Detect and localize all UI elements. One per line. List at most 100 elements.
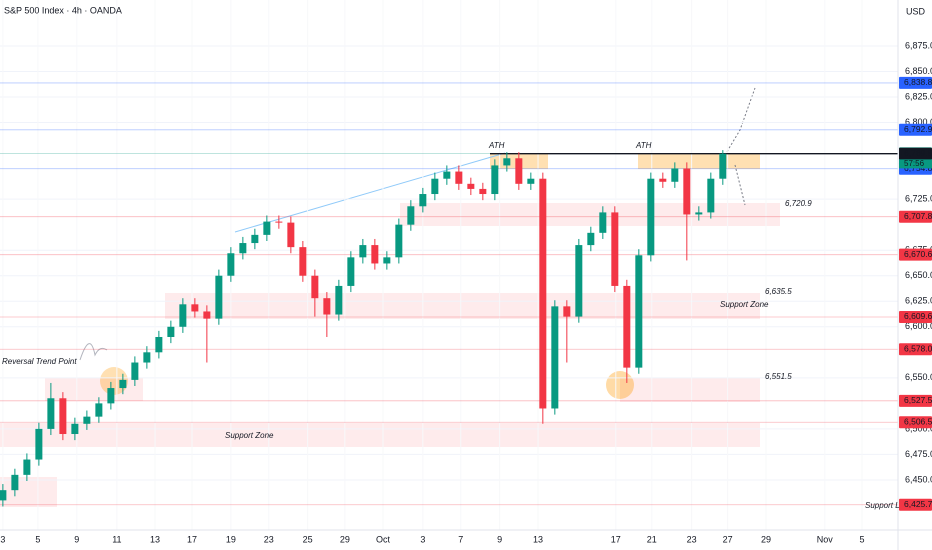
candle-body: [107, 388, 115, 404]
price-tag: [899, 310, 932, 323]
candle-body: [323, 298, 331, 315]
zone: [400, 203, 780, 226]
x-tick-label: 23: [687, 534, 697, 544]
x-tick-label: 5: [35, 534, 40, 544]
candle-body: [371, 245, 379, 264]
price-tag: [899, 123, 932, 136]
highlight: [606, 371, 634, 399]
candle-body: [575, 245, 583, 317]
price-tag-label: 6,425.7: [904, 499, 932, 509]
candle-body: [683, 168, 691, 215]
price-tag: [899, 248, 932, 261]
price-tag-label: 6,792.9: [904, 124, 932, 134]
zone: [165, 293, 760, 319]
countdown: 57:56: [904, 159, 925, 168]
candle-body: [263, 221, 271, 235]
annotation: Support Zone: [720, 300, 769, 309]
y-tick-label: 6,625.0: [905, 296, 932, 306]
candle-body: [587, 232, 595, 246]
candle-body: [695, 212, 703, 215]
x-tick-label: 9: [497, 534, 502, 544]
price-tag: [899, 498, 932, 511]
x-tick-label: Nov: [817, 534, 834, 544]
candle-body: [659, 178, 667, 182]
price-tag-label: 6,707.8: [904, 211, 932, 221]
levels: [0, 82, 898, 506]
x-tick-label: 13: [533, 534, 543, 544]
countdown-bg: [899, 159, 932, 169]
x-tick-label: 25: [303, 534, 313, 544]
annotation: ATH: [488, 141, 505, 150]
grid: [0, 45, 898, 481]
candle-body: [479, 188, 487, 195]
candle-body: [383, 257, 391, 264]
x-tick-label: 21: [647, 534, 657, 544]
candle-body: [239, 243, 247, 254]
annotation: 6,720.9: [785, 199, 812, 208]
zone: [0, 477, 57, 507]
price-tag-label: 6,578.0: [904, 343, 932, 353]
x-tick-label: 3: [420, 534, 425, 544]
x-tick-label: 17: [187, 534, 197, 544]
candle-body: [395, 224, 403, 258]
price-tag: [899, 416, 932, 429]
y-tick-label: 6,600.0: [905, 321, 932, 331]
candle-body: [311, 275, 319, 299]
y-tick-label: 6,550.0: [905, 372, 932, 382]
x-tick-label: 19: [226, 534, 236, 544]
x-tick-label: 9: [74, 534, 79, 544]
y-tick-label: 6,450.0: [905, 474, 932, 484]
candle-body: [47, 398, 55, 429]
x-tick-label: 11: [112, 534, 121, 544]
candle-body: [71, 423, 79, 435]
candle-body: [431, 178, 439, 195]
x-tick-label: 13: [150, 534, 160, 544]
candle-body: [11, 474, 19, 491]
candle-body: [647, 178, 655, 256]
annotation: ATH: [635, 141, 652, 150]
price-tag-label: 6,769.5: [904, 148, 932, 158]
price-tag-label: 6,506.5: [904, 417, 932, 427]
price-tag: [899, 147, 932, 160]
candle-body: [599, 212, 607, 233]
zone: [45, 378, 143, 401]
candle-body: [299, 247, 307, 276]
candle-body: [527, 178, 535, 184]
x-tick-label: 29: [340, 534, 350, 544]
y-tick-label: 6,650.0: [905, 270, 932, 280]
price-tag: [899, 394, 932, 407]
candles: [0, 150, 727, 507]
y-tick-label: 6,850.0: [905, 66, 932, 76]
x-tick-label: 27: [723, 534, 733, 544]
x-tick-label: 7: [458, 534, 463, 544]
candle-body: [251, 234, 259, 244]
x-tick-label: 29: [761, 534, 771, 544]
candle-body: [0, 490, 7, 501]
candle-body: [515, 158, 523, 184]
candle-body: [707, 178, 715, 213]
candle-body: [215, 275, 223, 319]
x-tick-label: 3: [0, 534, 5, 544]
candle-body: [179, 304, 187, 327]
x-tick-label: 17: [611, 534, 621, 544]
candle-body: [611, 212, 619, 286]
candle-body: [167, 326, 175, 337]
candle-body: [407, 206, 415, 225]
candle-body: [467, 183, 475, 189]
price-tag: [899, 76, 932, 89]
candle-body: [503, 158, 511, 166]
currency: USD: [906, 6, 926, 16]
x-tick-label: Oct: [376, 534, 391, 544]
support-zone: [0, 423, 760, 447]
annotation: Support Line: [865, 501, 911, 510]
candle-body: [227, 253, 235, 276]
candle-body: [23, 459, 31, 475]
candle-body: [671, 168, 679, 182]
candle-body: [347, 257, 355, 286]
ath-zone: [638, 154, 760, 169]
price-tag-label: 6,838.8: [904, 77, 932, 87]
candle-body: [203, 311, 211, 319]
candle-body: [623, 285, 631, 368]
candle-body: [155, 336, 163, 353]
